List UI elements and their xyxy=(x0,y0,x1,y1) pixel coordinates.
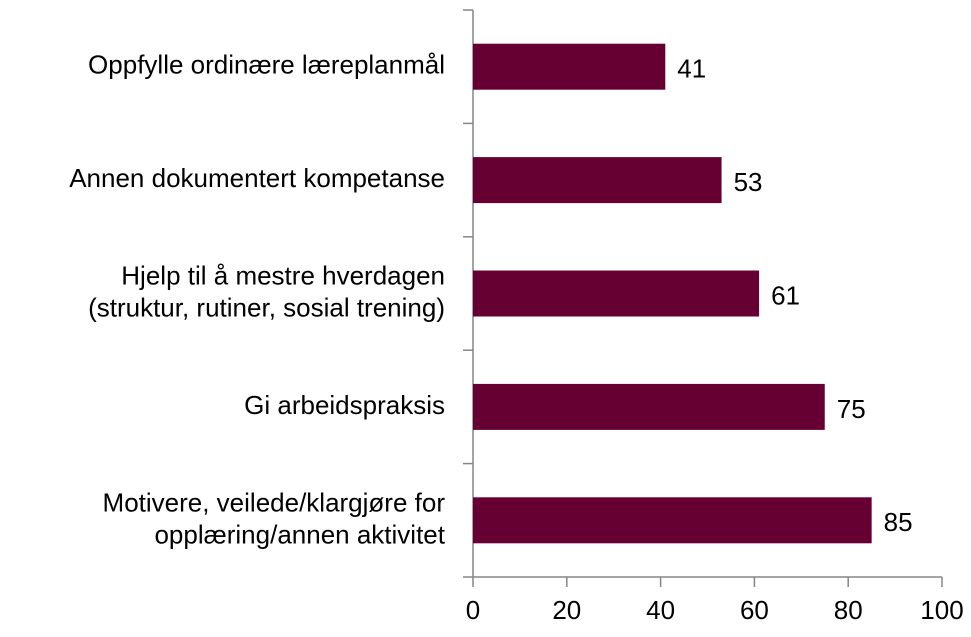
value-label: 61 xyxy=(771,280,800,310)
category-label: Annen dokumentert kompetanse xyxy=(69,163,445,193)
value-label: 41 xyxy=(677,54,706,84)
category-label: Gi arbeidspraksis xyxy=(244,390,445,420)
x-tick-label: 60 xyxy=(740,595,769,625)
bar xyxy=(473,383,825,430)
bar xyxy=(473,270,760,317)
bar xyxy=(473,497,872,544)
x-tick-label: 20 xyxy=(552,595,581,625)
bar xyxy=(473,157,722,204)
x-tick-label: 80 xyxy=(834,595,863,625)
value-label: 75 xyxy=(837,394,866,424)
x-tick-label: 40 xyxy=(646,595,675,625)
value-label: 53 xyxy=(734,167,763,197)
bar xyxy=(473,43,666,90)
category-label: Oppfylle ordinære læreplanmål xyxy=(88,50,445,80)
value-label: 85 xyxy=(884,507,913,537)
category-label: Motivere, veilede/klargjøre for opplæring… xyxy=(103,487,446,549)
x-tick-label: 100 xyxy=(920,595,963,625)
x-tick-label: 0 xyxy=(466,595,480,625)
category-label: Hjelp til å mestre hverdagen (struktur, r… xyxy=(88,260,445,322)
